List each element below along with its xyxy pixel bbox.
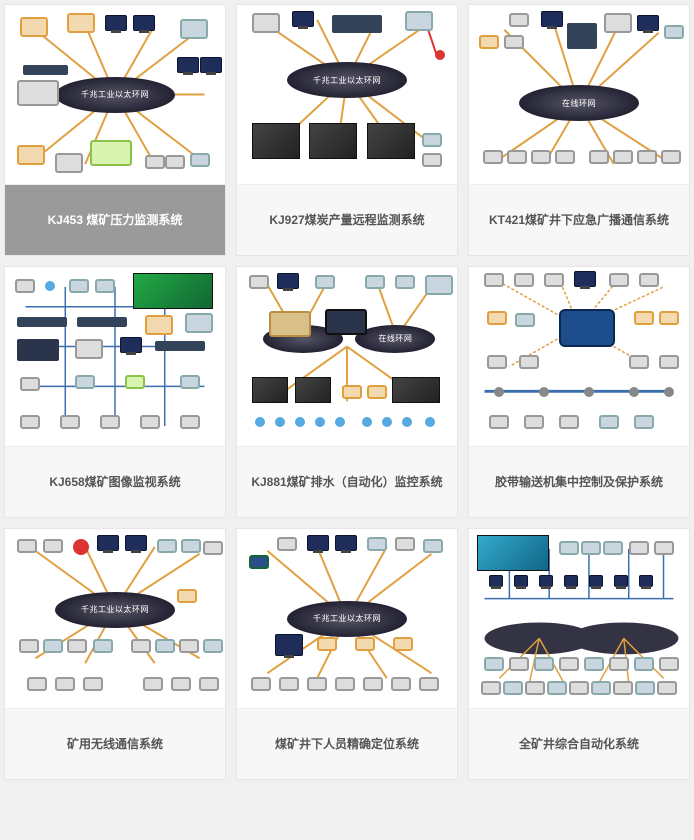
product-thumbnail: 千兆工业以太环网 <box>5 529 225 709</box>
hub-label: 在线环网 <box>378 333 412 344</box>
product-card[interactable]: 千兆工业以太环网 煤矿井下人员精确定位系统 <box>236 528 458 780</box>
product-card[interactable]: 千兆工业以太环网 KJ927煤炭产量远程监测系统 <box>236 4 458 256</box>
product-title: KJ927煤炭产量远程监测系统 <box>237 185 457 255</box>
product-title: 矿用无线通信系统 <box>5 709 225 779</box>
product-grid: 千兆工业以太环网 KJ453 煤矿压力监测系统 千兆工业以太环网 <box>4 4 690 780</box>
product-thumbnail <box>5 267 225 447</box>
product-title: 胶带输送机集中控制及保护系统 <box>469 447 689 517</box>
product-thumbnail: 在线环网 <box>469 5 689 185</box>
product-thumbnail: 千兆工业以太环网 <box>5 5 225 185</box>
product-card[interactable]: KJ658煤矿图像监视系统 <box>4 266 226 518</box>
network-hub-icon: 千兆工业以太环网 <box>55 77 175 113</box>
product-thumbnail: 在线环网 <box>237 267 457 447</box>
hub-label: 在线环网 <box>562 98 596 109</box>
product-title: 全矿井综合自动化系统 <box>469 709 689 779</box>
network-hub-icon: 千兆工业以太环网 <box>55 592 175 628</box>
network-hub-icon: 在线环网 <box>355 325 435 353</box>
product-thumbnail: 千兆工业以太环网 <box>237 5 457 185</box>
product-title: KJ881煤矿排水（自动化）监控系统 <box>237 447 457 517</box>
hub-label: 千兆工业以太环网 <box>81 89 149 100</box>
hub-label: 千兆工业以太环网 <box>313 75 381 86</box>
product-card[interactable]: 全矿井综合自动化系统 <box>468 528 690 780</box>
product-card[interactable]: 胶带输送机集中控制及保护系统 <box>468 266 690 518</box>
product-thumbnail <box>469 529 689 709</box>
product-thumbnail: 千兆工业以太环网 <box>237 529 457 709</box>
product-card[interactable]: 在线环网 KT421煤矿井下应急广播通信系统 <box>468 4 690 256</box>
product-card[interactable]: 千兆工业以太环网 矿用无线通信系统 <box>4 528 226 780</box>
network-hub-icon: 千兆工业以太环网 <box>287 601 407 637</box>
network-hub-icon: 在线环网 <box>519 85 639 121</box>
hub-label: 千兆工业以太环网 <box>313 613 381 624</box>
network-hub-icon: 千兆工业以太环网 <box>287 62 407 98</box>
hub-label: 千兆工业以太环网 <box>81 604 149 615</box>
product-title: KT421煤矿井下应急广播通信系统 <box>469 185 689 255</box>
product-title: KJ658煤矿图像监视系统 <box>5 447 225 517</box>
product-card[interactable]: 在线环网 KJ881煤矿排水（自动化）监控系统 <box>236 266 458 518</box>
product-card[interactable]: 千兆工业以太环网 KJ453 煤矿压力监测系统 <box>4 4 226 256</box>
product-title: KJ453 煤矿压力监测系统 <box>5 185 225 255</box>
product-title: 煤矿井下人员精确定位系统 <box>237 709 457 779</box>
product-thumbnail <box>469 267 689 447</box>
